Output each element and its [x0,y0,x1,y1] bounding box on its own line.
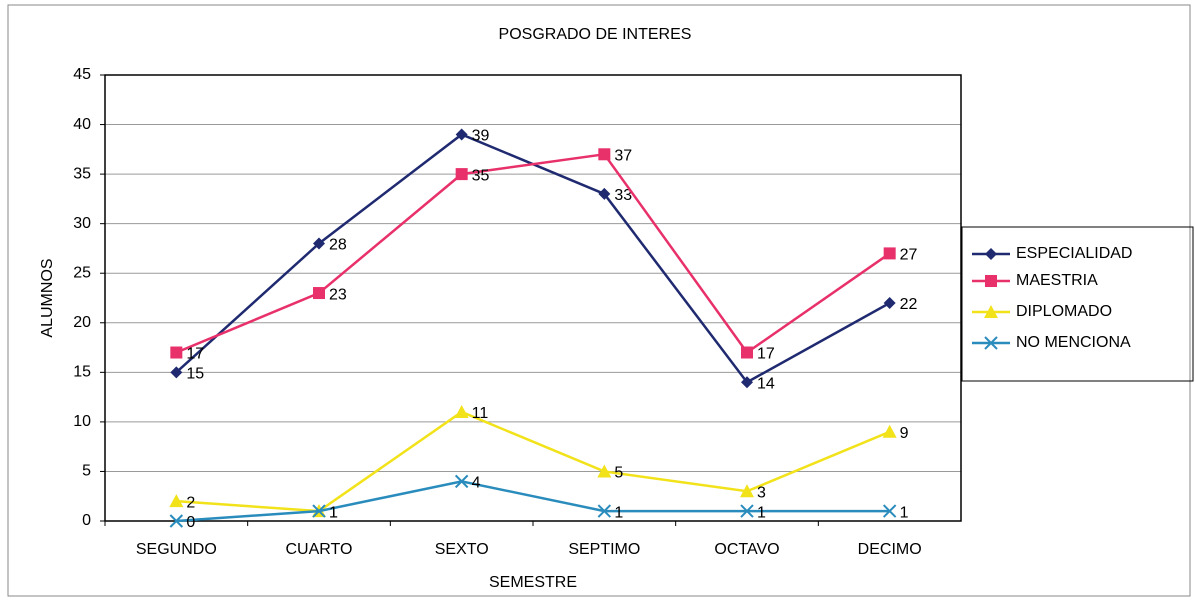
x-tick-label: SEXTO [435,541,489,558]
chart-title: POSGRADO DE INTERES [499,26,692,43]
marker [313,237,325,250]
marker [455,128,468,141]
data-label: 22 [900,296,918,313]
marker [984,305,998,318]
series-line [176,410,891,513]
y-tick-label: 0 [82,512,91,529]
y-tick-label: 45 [73,66,91,83]
marker [740,504,754,518]
marker [882,424,897,438]
chart-border [7,4,1191,597]
y-tick-label: 30 [73,215,91,232]
y-tick-label: 35 [73,165,91,182]
marker [170,346,183,359]
data-label: 1 [900,504,909,521]
x-tick-label: SEPTIMO [568,541,640,558]
data-label: 37 [614,148,632,165]
marker [883,296,896,309]
legend-label: DIPLOMADO [1016,303,1112,320]
data-label: 11 [472,405,489,422]
y-tick-label: 25 [73,264,91,281]
legend-label: NO MENCIONA [1016,334,1131,351]
x-tick-label: CUARTO [286,541,353,558]
y-tick-label: 20 [73,314,91,331]
y-tick-label: 10 [73,413,91,430]
series-line [175,152,891,355]
data-label: 1 [329,504,338,521]
marker [985,275,997,287]
marker [597,464,612,478]
marker [985,248,997,260]
data-label: 0 [186,514,195,531]
data-label: 33 [614,187,632,204]
marker [741,346,753,359]
data-label: 23 [329,286,347,303]
marker [984,336,998,350]
y-tick-label: 15 [73,364,91,381]
data-label: 27 [900,247,918,264]
data-label: 17 [186,346,204,363]
x-tick-label: SEGUNDO [136,541,217,558]
data-label: 28 [329,237,347,254]
marker [882,504,897,518]
data-label: 14 [757,375,775,392]
marker [169,494,184,508]
x-tick-label: DECIMO [858,541,922,558]
data-label: 15 [186,366,204,383]
marker [597,504,612,518]
marker [169,514,184,528]
legend-label: MAESTRIA [1016,272,1098,289]
data-label: 1 [757,504,766,521]
data-label: 1 [614,504,623,521]
marker [455,168,468,181]
data-label: 1 [329,504,338,521]
data-label: 35 [472,167,490,184]
marker [740,484,754,498]
marker [741,376,753,389]
data-label: 5 [614,465,623,482]
data-label: 3 [757,484,766,501]
data-label: 39 [472,128,490,145]
series-line [176,480,890,523]
marker [313,287,325,300]
legend-box [961,226,1194,382]
marker [598,148,611,161]
data-label: 2 [186,494,195,511]
marker [170,366,183,379]
data-label: 4 [472,475,481,492]
marker [312,504,326,518]
marker [883,247,896,260]
y-tick-label: 40 [73,116,91,133]
y-axis-label: ALUMNOS [39,258,56,337]
data-label: 17 [757,346,775,363]
marker [454,404,469,418]
x-tick-label: OCTAVO [714,541,779,558]
data-label: 9 [900,425,909,442]
legend-label: ESPECIALIDAD [1016,245,1132,262]
x-axis-label: SEMESTRE [489,574,577,591]
y-tick-label: 5 [82,463,91,480]
marker [454,474,469,489]
marker [598,187,611,200]
